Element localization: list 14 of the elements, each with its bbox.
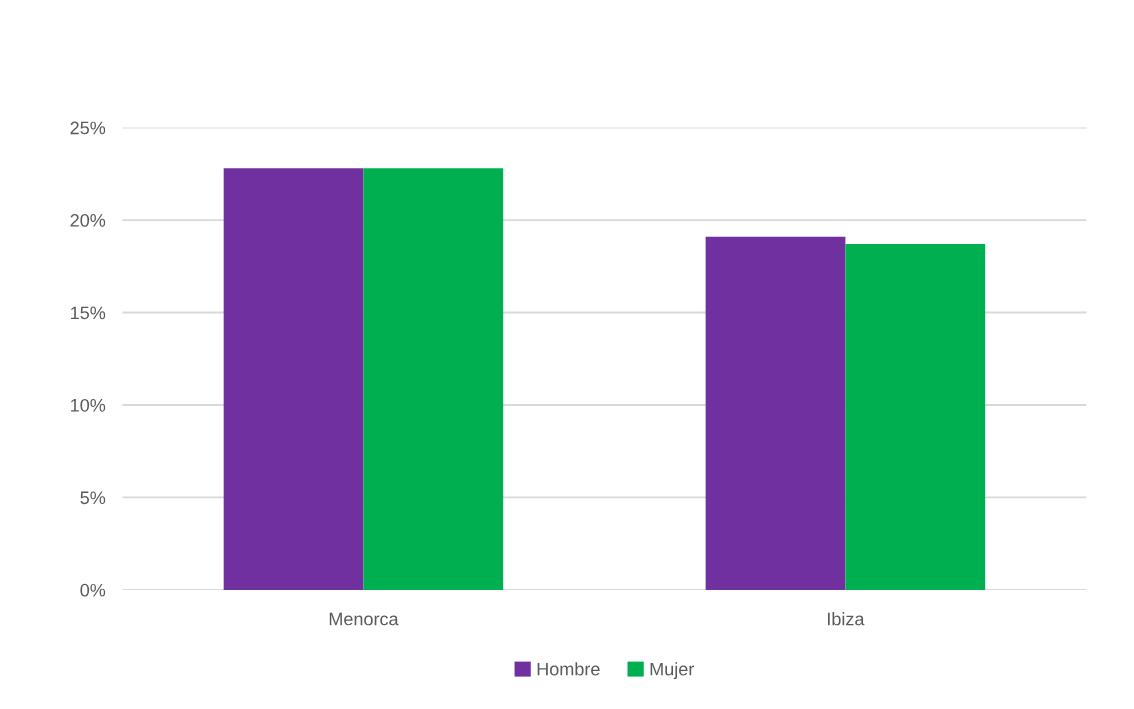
bar: [363, 168, 504, 590]
legend-label: Hombre: [537, 662, 600, 676]
y-tick-label: 0%: [80, 583, 106, 597]
bar: [845, 244, 986, 590]
bar: [223, 168, 364, 590]
x-tick-label: Menorca: [329, 612, 399, 626]
y-tick-label: 20%: [70, 214, 106, 227]
legend-label: Mujer: [650, 662, 695, 680]
y-tick-label: 10%: [71, 398, 106, 412]
y-tick-label: 25%: [70, 121, 106, 135]
y-tick-label: 15%: [71, 306, 106, 320]
x-tick-label: Ibiza: [828, 612, 865, 626]
y-tick-label: 5%: [80, 491, 106, 505]
bar: [705, 236, 846, 590]
